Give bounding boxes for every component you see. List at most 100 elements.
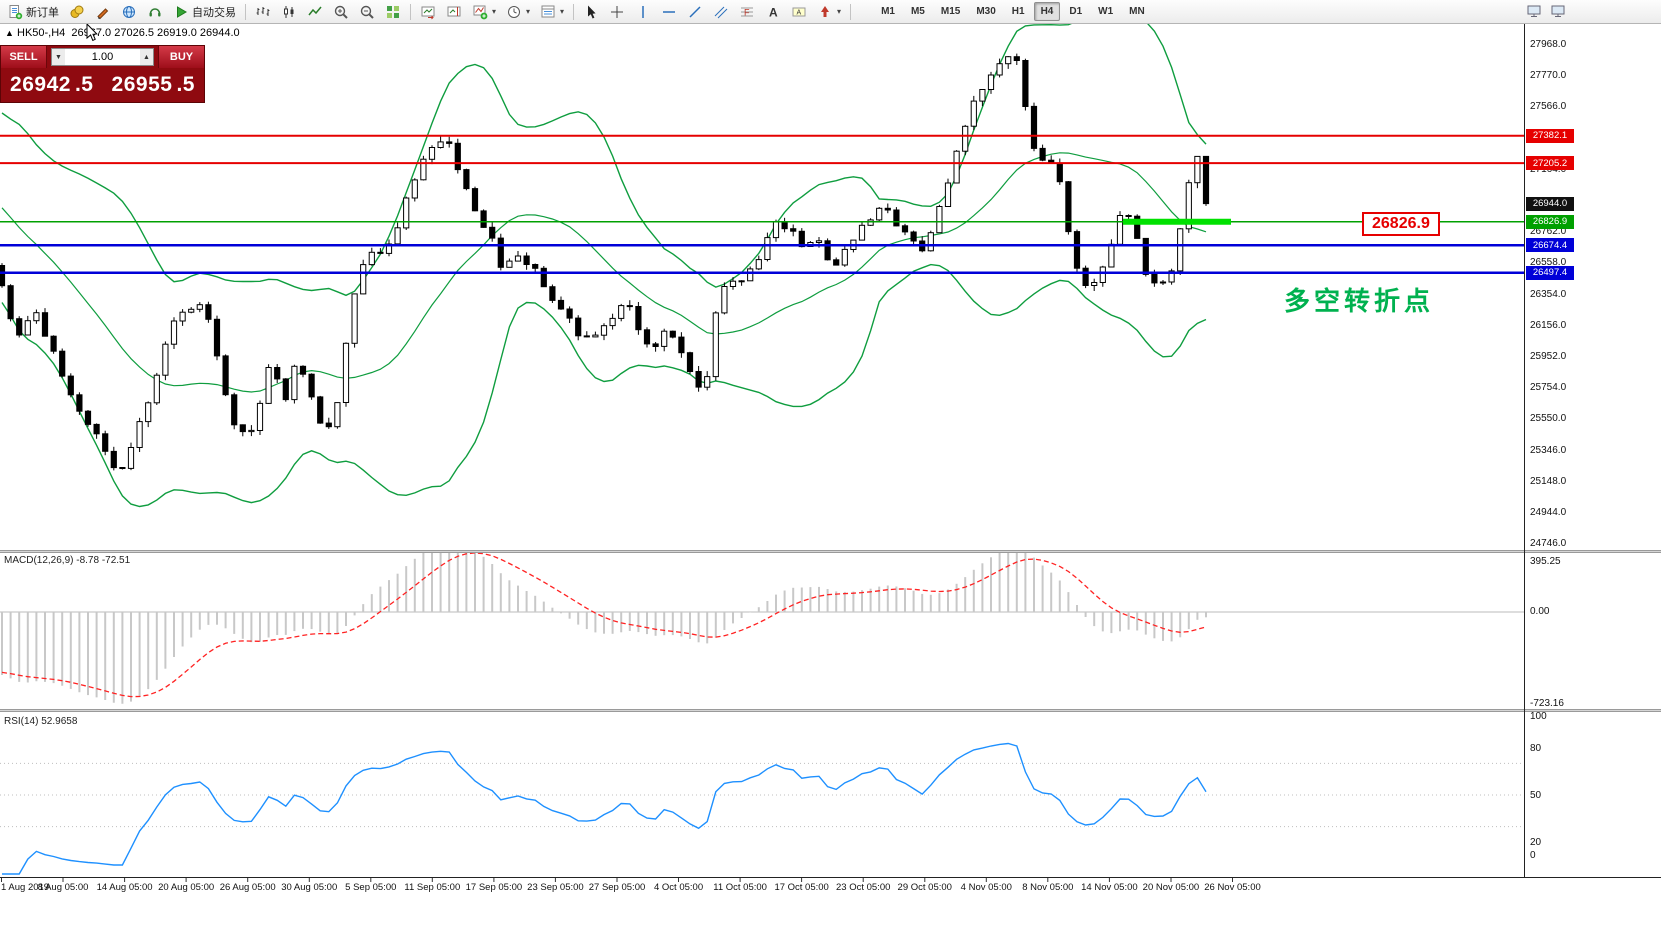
data-window-button[interactable] — [91, 2, 115, 22]
timeframe-m30-button[interactable]: M30 — [976, 6, 996, 17]
time-axis-label: 23 Sep 05:00 — [527, 882, 584, 893]
rsi-axis-label: 0 — [1530, 850, 1536, 861]
new-order-button[interactable]: 新订单 — [3, 2, 63, 22]
cursor-button[interactable] — [579, 2, 603, 22]
time-axis-label: 8 Aug 05:00 — [37, 882, 89, 893]
market-watch-button[interactable] — [65, 2, 89, 22]
auto-trading-button[interactable]: 自动交易 — [169, 2, 240, 22]
buy-price: 26955.5 — [103, 73, 205, 97]
vertical-line-button[interactable] — [631, 2, 655, 22]
price-axis[interactable]: 27968.027770.027566.027164.026762.026558… — [1524, 24, 1661, 877]
price-axis-label: 26156.0 — [1530, 319, 1567, 331]
window-1-icon — [1526, 3, 1542, 19]
templates-button[interactable]: ▾ — [536, 2, 568, 22]
rsi-axis-label: 100 — [1530, 711, 1547, 722]
crosshair-button[interactable] — [605, 2, 629, 22]
bar-chart-button[interactable] — [251, 2, 275, 22]
time-axis-label: 14 Aug 05:00 — [96, 882, 153, 893]
auto-scroll-button[interactable] — [416, 2, 440, 22]
time-axis[interactable]: 1 Aug 2019 8 Aug 05:00 14 Aug 05:00 20 Aug … — [0, 877, 1661, 947]
timeframe-m15-button[interactable]: M15 — [940, 6, 961, 17]
zoom-in-button[interactable] — [329, 2, 353, 22]
text-label-button[interactable]: A — [787, 2, 811, 22]
timeframe-h4-button[interactable]: H4 — [1033, 2, 1061, 21]
arrows-button[interactable]: ▾ — [813, 2, 845, 22]
chart-annotation-text: 多空转折点 — [1284, 286, 1435, 316]
symbol-ohlc-info: HK50-,H4 26967.0 27026.5 26919.0 26944.0 — [17, 27, 240, 39]
time-axis-label: 26 Nov 05:00 — [1204, 882, 1261, 893]
price-axis-label: 27566.0 — [1530, 101, 1567, 113]
price-axis-label: 27770.0 — [1530, 69, 1567, 81]
time-axis-label: 20 Aug 05:00 — [158, 882, 215, 893]
window-1-button[interactable] — [1522, 1, 1546, 21]
buy-button[interactable]: BUY — [158, 46, 204, 68]
timeframe-mn-button[interactable]: MN — [1129, 6, 1145, 17]
rsi-axis-label: 50 — [1530, 790, 1542, 801]
price-axis-label: 27968.0 — [1530, 39, 1567, 50]
horizontal-line-icon — [661, 4, 677, 20]
volume-decrease-button[interactable]: ▼ — [52, 49, 65, 65]
trade-panel-collapse-arrow[interactable]: ▲ — [5, 28, 14, 38]
fibonacci-button[interactable]: F — [735, 2, 759, 22]
bar-chart-icon — [255, 4, 271, 20]
tile-windows-button[interactable] — [381, 2, 405, 22]
horizontal-line-button[interactable] — [657, 2, 681, 22]
mouse-cursor-icon — [86, 22, 98, 47]
svg-text:A: A — [797, 9, 802, 16]
volume-increase-button[interactable]: ▲ — [140, 49, 153, 65]
panel-splitter[interactable] — [0, 550, 1661, 553]
one-click-trading-panel: SELL ▼ 1.00 ▲ BUY 26942.5 26955.5 — [0, 45, 205, 103]
price-axis-label: 25952.0 — [1530, 351, 1567, 363]
chart-shift-button[interactable] — [442, 2, 466, 22]
candlestick-chart-icon — [281, 4, 297, 20]
periods-button[interactable]: ▾ — [502, 2, 534, 22]
volume-input[interactable]: ▼ 1.00 ▲ — [51, 48, 154, 66]
vertical-line-icon — [635, 4, 651, 20]
time-axis-label: 20 Nov 05:00 — [1142, 882, 1200, 893]
timeframe-w1-button[interactable]: W1 — [1098, 6, 1114, 17]
text-icon: A — [765, 4, 781, 20]
svg-text:A: A — [769, 5, 778, 19]
price-axis-label: 25148.0 — [1530, 475, 1567, 487]
time-axis-label: 11 Sep 05:00 — [404, 882, 461, 893]
timeframe-m5-button[interactable]: M5 — [910, 6, 925, 17]
toolbar-separator — [245, 3, 246, 20]
channel-button[interactable] — [709, 2, 733, 22]
time-axis-label: 14 Nov 05:00 — [1081, 882, 1138, 893]
toolbar-separator — [850, 3, 852, 20]
sell-price: 26942.5 — [1, 73, 103, 97]
panel-splitter[interactable] — [0, 709, 1661, 712]
timeframe-h1-button[interactable]: H1 — [1011, 6, 1025, 17]
trendline-button[interactable] — [683, 2, 707, 22]
sell-price-frac: .5 — [74, 73, 94, 96]
indicators-button[interactable]: ▾ — [468, 2, 500, 22]
volume-value[interactable]: 1.00 — [91, 51, 114, 63]
text-label-icon: A — [791, 4, 807, 20]
crosshair-icon — [609, 4, 625, 20]
timeframe-d1-button[interactable]: D1 — [1069, 6, 1083, 17]
navigator-button[interactable] — [117, 2, 141, 22]
chart-shift-icon — [446, 4, 462, 20]
line-chart-icon — [307, 4, 323, 20]
timeframe-group: M1 M5 M15 M30 H1 H4 D1 W1 MN — [874, 2, 1152, 21]
sell-button[interactable]: SELL — [1, 46, 47, 68]
line-chart-button[interactable] — [303, 2, 327, 22]
price-callout-label: 26826.9 — [1362, 212, 1440, 236]
candlestick-chart-button[interactable] — [277, 2, 301, 22]
window-2-button[interactable] — [1546, 1, 1570, 21]
auto-scroll-icon — [420, 4, 436, 20]
time-axis-label: 30 Aug 05:00 — [281, 882, 338, 893]
market-watch-icon — [69, 4, 85, 20]
time-axis-label: 5 Sep 05:00 — [345, 882, 397, 893]
text-button[interactable]: A — [761, 2, 785, 22]
macd-axis-label: 0.00 — [1530, 606, 1550, 617]
timeframe-m1-button[interactable]: M1 — [881, 6, 895, 17]
terminal-button[interactable] — [143, 2, 167, 22]
templates-icon — [540, 4, 556, 20]
chevron-down-icon: ▾ — [560, 7, 565, 16]
periods-icon — [506, 4, 522, 20]
time-axis-label: 4 Nov 05:00 — [960, 882, 1012, 893]
time-axis-label: 17 Sep 05:00 — [465, 882, 523, 893]
zoom-out-button[interactable] — [355, 2, 379, 22]
